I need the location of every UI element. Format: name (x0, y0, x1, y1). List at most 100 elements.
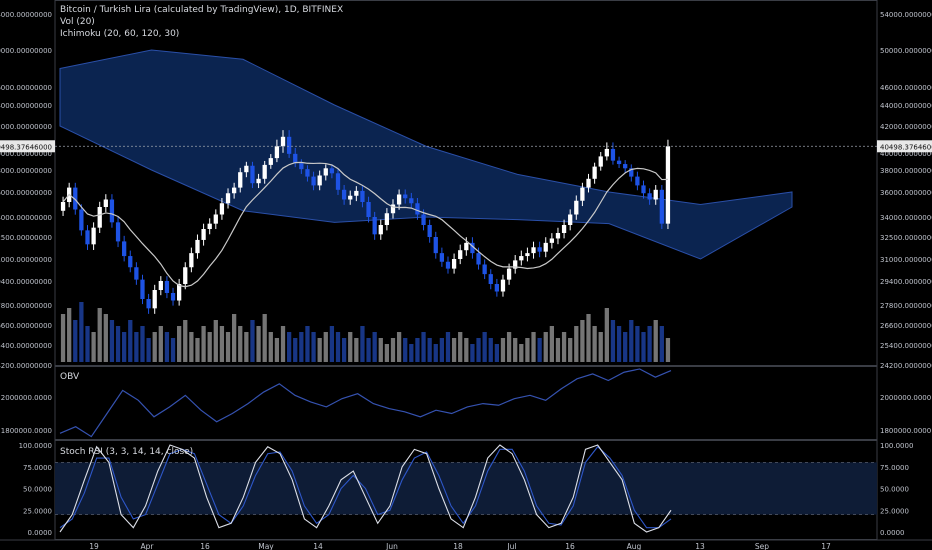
candle-body (519, 256, 524, 261)
volume-bar (378, 338, 383, 362)
volume-bar (665, 338, 671, 362)
candle-body (354, 190, 359, 196)
volume-bar (225, 332, 231, 362)
candle-body (659, 189, 664, 224)
volume-bar (586, 314, 591, 362)
candle-body (335, 173, 341, 190)
candle-body (140, 279, 145, 299)
candle-body (549, 238, 554, 243)
volume-bar (384, 344, 390, 362)
candle-body (323, 168, 328, 176)
time-tick: 13 (695, 542, 705, 550)
volume-bar (299, 332, 304, 362)
time-tick: 16 (200, 542, 210, 550)
legend-title: Bitcoin / Turkish Lira (calculated by Tr… (60, 5, 344, 15)
volume-bar (390, 338, 396, 362)
candle-body (543, 242, 548, 252)
price-tick-left: 29400.00000000 (0, 278, 52, 286)
candle-body (531, 247, 536, 254)
volume-bar (476, 338, 481, 362)
price-tick-right: 54000.00000000 (880, 11, 932, 19)
candle-body (586, 178, 591, 188)
volume-bar (360, 326, 365, 362)
legend-volume: Vol (20) (60, 17, 95, 27)
rsi-pane-label: Stoch RSI (3, 3, 14, 14, close) (60, 447, 194, 457)
candle-body (580, 187, 585, 201)
volume-bar (280, 326, 286, 362)
price-tick-left: 27800.00000000 (0, 302, 52, 310)
time-tick: 16 (565, 542, 575, 550)
volume-bar (464, 338, 469, 362)
candle-body (476, 253, 481, 265)
rsi-tick-left: 0.0000 (28, 529, 53, 537)
time-tick: Sep (755, 542, 769, 550)
candle-body (458, 250, 463, 259)
candle-body (372, 217, 377, 235)
candle-body (629, 168, 634, 177)
candle-body (280, 136, 286, 147)
price-tick-right: 44000.00000000 (880, 102, 932, 110)
candle-body (146, 299, 151, 309)
price-tick-left: 26600.00000000 (0, 322, 52, 330)
rsi-k-line (59, 444, 672, 533)
obv-line (59, 368, 672, 438)
candle-body (610, 148, 616, 161)
price-tick-left: 38000.00000000 (0, 167, 52, 175)
volume-bar (659, 326, 664, 362)
price-tick-left: 54000.00000000 (0, 11, 52, 19)
time-tick: 19 (89, 542, 99, 550)
volume-bar (262, 314, 267, 362)
volume-bar (305, 326, 310, 362)
volume-bar (439, 338, 445, 362)
candle-body (152, 290, 157, 309)
candle-body (568, 214, 573, 225)
candle-body (60, 202, 66, 211)
ichimoku-base-line (62, 161, 668, 288)
volume-bar (115, 326, 121, 362)
price-tick-left: 24200.00000000 (0, 362, 52, 370)
volume-bar (580, 320, 585, 362)
candle-body (641, 185, 646, 194)
volume-bar (537, 338, 542, 362)
candle-body (299, 163, 304, 170)
time-tick: Apr (141, 542, 155, 550)
volume-bar (458, 332, 463, 362)
volume-bar (128, 320, 133, 362)
volume-bar (231, 314, 237, 362)
candle-body (262, 164, 267, 179)
rsi-tick-right: 50.0000 (880, 486, 909, 494)
price-tick-right: 50000.00000000 (880, 47, 932, 55)
candle-body (635, 176, 640, 186)
candle-body (268, 158, 273, 165)
volume-bar (610, 320, 616, 362)
crosshair-price-box-right (877, 140, 932, 153)
volume-bar (85, 326, 90, 362)
rsi-tick-right: 100.0000 (880, 442, 913, 450)
volume-bar (409, 344, 414, 362)
price-tick-left: 34000.00000000 (0, 214, 52, 222)
volume-bar (152, 332, 157, 362)
price-tick-left: 42000.00000000 (0, 123, 52, 131)
volume-bar (73, 320, 78, 362)
candle-body (128, 256, 133, 268)
volume-bar (647, 326, 652, 362)
volume-bar (329, 326, 335, 362)
candle-body (574, 200, 579, 215)
pane-border (54, 366, 878, 440)
price-tick-right: 34000.00000000 (880, 214, 932, 222)
obv-tick-right: 1800000.0000 (880, 427, 931, 435)
candle-body (623, 164, 628, 169)
candle-body (115, 222, 121, 242)
price-tick-left: 44000.00000000 (0, 102, 52, 110)
candle-body (396, 194, 402, 205)
candle-body (213, 214, 218, 224)
candle-body (616, 160, 622, 165)
candle-body (537, 247, 542, 252)
candle-body (170, 293, 176, 301)
candle-body (103, 199, 108, 207)
candle-body (604, 148, 609, 157)
price-tick-right: 29400.00000000 (880, 278, 932, 286)
candle-body (451, 259, 457, 269)
